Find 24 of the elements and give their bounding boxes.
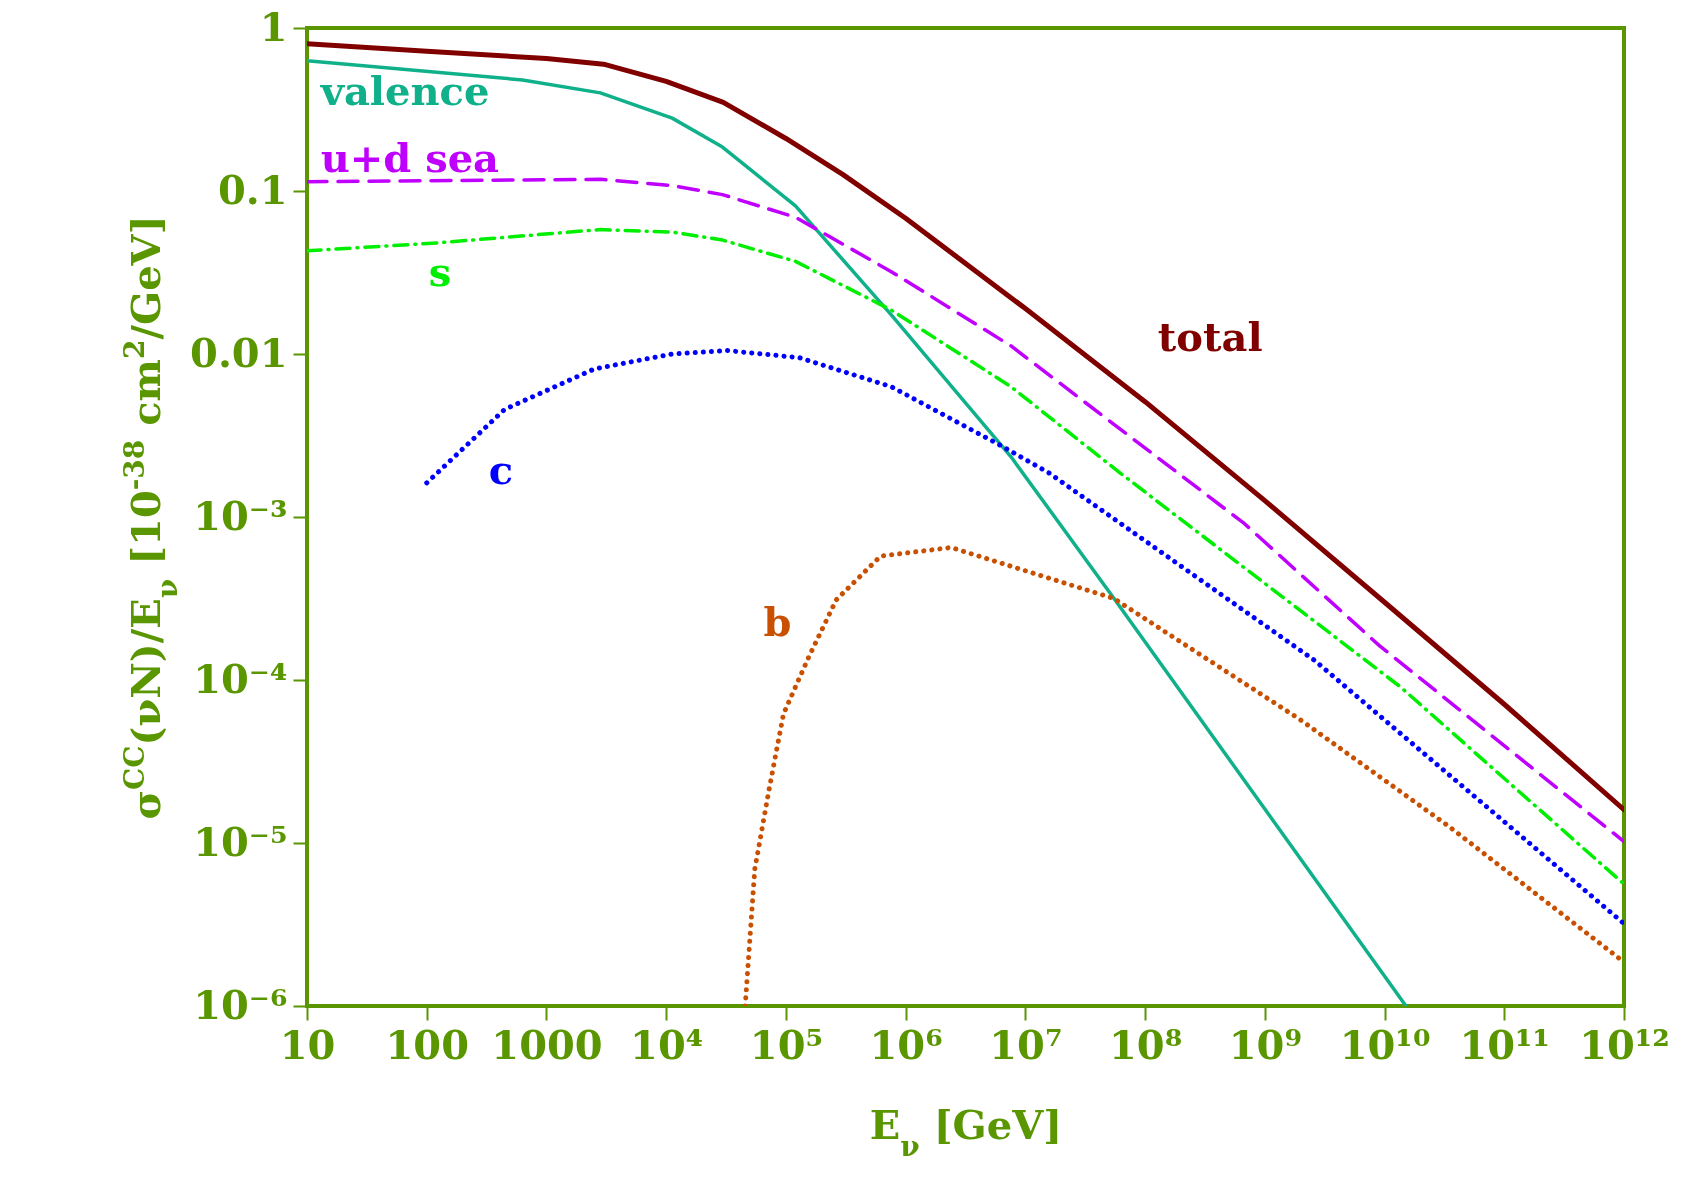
x-axis-title: E$_{ν}$ [GeV] xyxy=(869,1100,1063,1162)
series-label: total xyxy=(1157,313,1263,361)
x-tick-label: 10⁶ xyxy=(869,1020,943,1068)
x-tick-label: 100 xyxy=(385,1020,469,1068)
x-tick-label: 10⁹ xyxy=(1228,1020,1302,1068)
series-label: valence xyxy=(319,66,490,114)
y-tick-label: 10⁻⁵ xyxy=(193,817,288,865)
x-tick-label: 10⁷ xyxy=(989,1020,1063,1068)
series-label: s xyxy=(428,247,452,295)
y-tick-label: 0.01 xyxy=(190,328,288,376)
x-tick-label: 10¹¹ xyxy=(1459,1020,1551,1068)
y-tick-label: 1 xyxy=(259,2,288,50)
series-label: b xyxy=(763,598,792,646)
x-tick-label: 10¹² xyxy=(1579,1020,1670,1068)
x-tick-label: 10¹⁰ xyxy=(1339,1020,1431,1068)
series-label: c xyxy=(488,445,514,493)
x-tick-label: 1000 xyxy=(491,1020,603,1068)
x-tick-label: 10⁸ xyxy=(1109,1020,1183,1068)
y-tick-label: 10⁻³ xyxy=(193,491,288,539)
x-tick-label: 10⁵ xyxy=(749,1020,823,1068)
y-tick-label: 10⁻⁴ xyxy=(193,654,288,702)
y-tick-label: 0.1 xyxy=(217,165,288,213)
x-tick-label: 10⁴ xyxy=(630,1020,704,1068)
series-label: u+d sea xyxy=(320,133,500,181)
